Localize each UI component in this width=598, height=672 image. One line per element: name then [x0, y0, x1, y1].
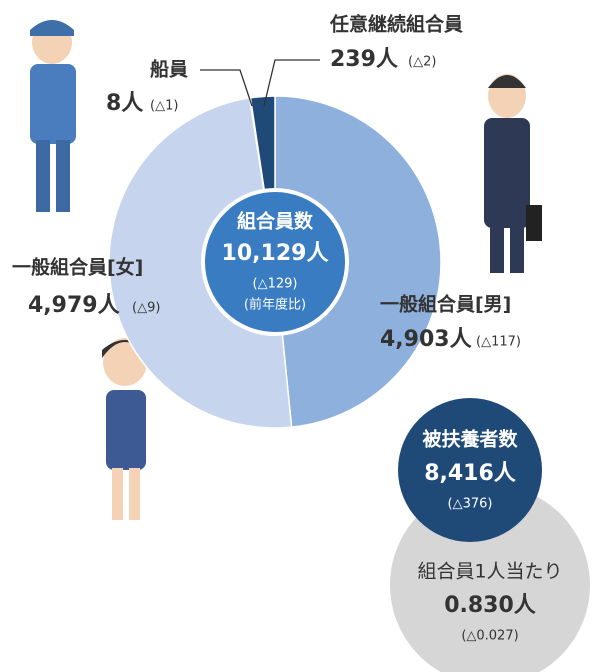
center-title: 組合員数	[237, 210, 314, 233]
category-label: 一般組合員[男]	[380, 293, 511, 316]
value-label: 4,979人	[28, 293, 120, 318]
change-label: (△2)	[408, 55, 436, 70]
woman-figure	[102, 338, 148, 520]
category-label: 一般組合員[女]	[12, 256, 143, 279]
dependents-title: 被扶養者数	[422, 428, 518, 451]
illustrations	[30, 20, 542, 520]
category-label: 船員	[150, 58, 188, 81]
change-label: (△9)	[132, 301, 160, 316]
center-circle	[201, 188, 349, 336]
value-label: 4,903人	[380, 327, 472, 352]
center-note: (前年度比)	[244, 297, 306, 313]
center-value: 10,129人	[222, 241, 329, 266]
per-member-change: (△0.027)	[461, 629, 518, 644]
leader-line	[200, 69, 253, 107]
leader-line	[263, 59, 320, 107]
dependents-change: (△376)	[448, 497, 493, 512]
center-change: (△129)	[253, 277, 298, 292]
donut	[108, 95, 442, 429]
dependents-circle	[398, 398, 542, 542]
per-member-title: 組合員1人当たり	[417, 561, 562, 583]
change-label: (△117)	[476, 335, 521, 350]
value-label: 239人	[330, 47, 398, 72]
value-label: 8人	[106, 91, 143, 116]
per-member-value: 0.830人	[444, 593, 536, 618]
dependents-value: 8,416人	[424, 461, 516, 486]
change-label: (△1)	[150, 99, 178, 114]
man-figure	[484, 74, 542, 273]
sailor-figure	[30, 20, 76, 212]
category-label: 任意継続組合員	[329, 13, 463, 36]
